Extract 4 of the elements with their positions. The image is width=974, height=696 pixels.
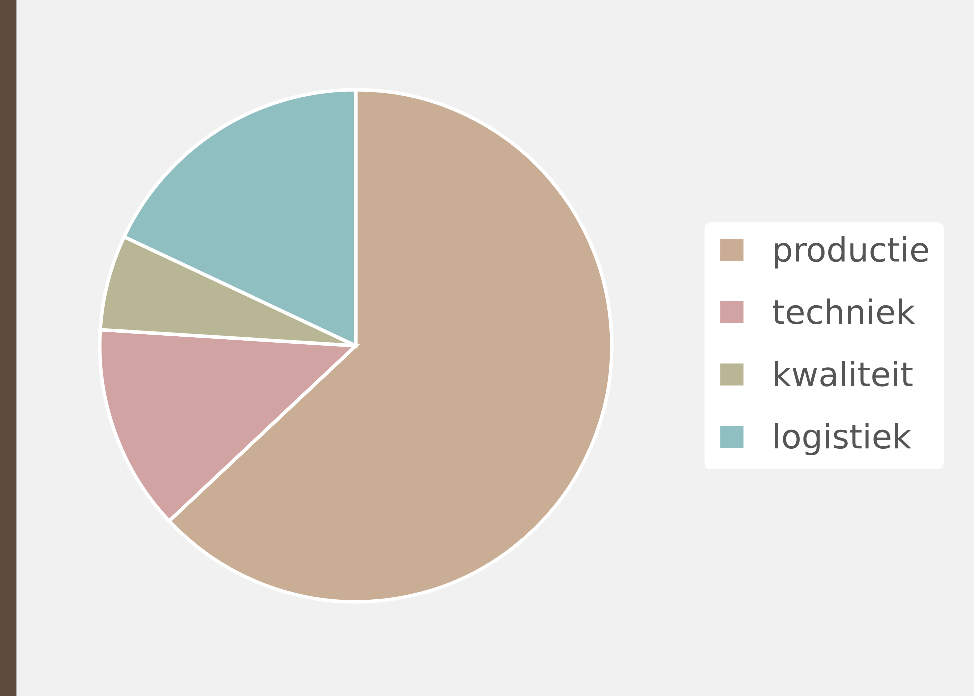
legend-label: productie xyxy=(775,236,928,269)
legend-label: logistiek xyxy=(775,423,912,456)
legend-label: techniek xyxy=(773,298,916,325)
legend-label: kwaliteit xyxy=(775,361,913,387)
